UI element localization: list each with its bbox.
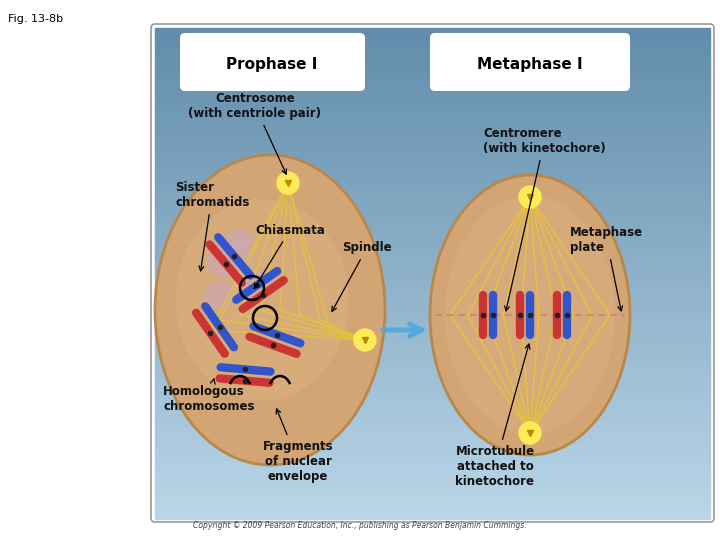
- Bar: [155, 232, 710, 241]
- Text: Metaphase I: Metaphase I: [477, 57, 582, 71]
- Bar: [155, 453, 710, 462]
- Bar: [155, 175, 710, 184]
- Text: Centrosome
(with centriole pair): Centrosome (with centriole pair): [189, 92, 322, 174]
- Bar: [155, 265, 710, 274]
- Bar: [155, 339, 710, 348]
- Bar: [155, 379, 710, 388]
- Bar: [155, 159, 710, 168]
- Bar: [155, 77, 710, 86]
- Bar: [155, 298, 710, 307]
- Ellipse shape: [445, 196, 615, 434]
- Bar: [155, 191, 710, 200]
- Bar: [155, 224, 710, 233]
- Bar: [155, 256, 710, 266]
- Bar: [155, 469, 710, 478]
- FancyBboxPatch shape: [430, 33, 630, 91]
- Bar: [155, 314, 710, 323]
- Bar: [155, 330, 710, 339]
- Bar: [155, 371, 710, 380]
- Ellipse shape: [228, 230, 253, 250]
- Ellipse shape: [519, 186, 541, 208]
- Text: Copyright © 2009 Pearson Education, Inc., publishing as Pearson Benjamin Cumming: Copyright © 2009 Pearson Education, Inc.…: [193, 521, 527, 530]
- Bar: [155, 208, 710, 217]
- Bar: [155, 502, 710, 511]
- Bar: [155, 110, 710, 119]
- Bar: [155, 28, 710, 37]
- Ellipse shape: [207, 242, 253, 278]
- Bar: [155, 216, 710, 225]
- Ellipse shape: [205, 282, 235, 307]
- Text: Metaphase
plate: Metaphase plate: [570, 226, 643, 311]
- Text: Prophase I: Prophase I: [226, 57, 318, 71]
- Bar: [155, 436, 710, 446]
- Bar: [155, 444, 710, 454]
- Ellipse shape: [354, 329, 376, 351]
- Bar: [155, 44, 710, 53]
- Bar: [155, 52, 710, 62]
- Bar: [155, 494, 710, 503]
- Bar: [155, 387, 710, 396]
- Bar: [155, 126, 710, 135]
- Bar: [155, 143, 710, 152]
- Text: Centromere
(with kinetochore): Centromere (with kinetochore): [483, 127, 606, 311]
- Bar: [155, 347, 710, 356]
- Ellipse shape: [277, 172, 299, 194]
- Bar: [155, 420, 710, 429]
- Ellipse shape: [238, 271, 272, 299]
- Bar: [155, 404, 710, 413]
- Bar: [155, 93, 710, 103]
- Text: Homologous
chromosomes: Homologous chromosomes: [163, 379, 254, 413]
- Ellipse shape: [155, 155, 385, 465]
- Bar: [155, 240, 710, 249]
- Text: Fig. 13-8b: Fig. 13-8b: [8, 14, 63, 24]
- Bar: [155, 102, 710, 111]
- Bar: [155, 118, 710, 127]
- Bar: [155, 36, 710, 45]
- Bar: [155, 477, 710, 487]
- Bar: [155, 395, 710, 404]
- Bar: [155, 485, 710, 495]
- Bar: [155, 273, 710, 282]
- Bar: [155, 281, 710, 291]
- Ellipse shape: [519, 422, 541, 444]
- Bar: [155, 322, 710, 331]
- Bar: [155, 461, 710, 470]
- Bar: [155, 167, 710, 176]
- Text: Spindle: Spindle: [332, 241, 392, 312]
- Bar: [155, 289, 710, 299]
- Bar: [155, 134, 710, 143]
- Bar: [155, 69, 710, 78]
- Bar: [155, 151, 710, 160]
- Bar: [155, 412, 710, 421]
- Text: Sister
chromatids: Sister chromatids: [175, 181, 249, 271]
- Bar: [155, 60, 710, 70]
- Bar: [155, 428, 710, 437]
- Ellipse shape: [176, 199, 348, 401]
- Bar: [155, 85, 710, 94]
- Ellipse shape: [430, 175, 630, 455]
- Text: Microtubule
attached to
kinetochore: Microtubule attached to kinetochore: [456, 344, 534, 488]
- Text: Fragments
of nuclear
envelope: Fragments of nuclear envelope: [263, 409, 333, 483]
- Bar: [155, 306, 710, 315]
- Bar: [155, 355, 710, 364]
- Bar: [155, 510, 710, 519]
- Bar: [155, 363, 710, 372]
- Bar: [155, 199, 710, 208]
- FancyBboxPatch shape: [180, 33, 365, 91]
- Bar: [155, 248, 710, 258]
- Bar: [155, 183, 710, 192]
- Text: Chiasmata: Chiasmata: [254, 224, 325, 288]
